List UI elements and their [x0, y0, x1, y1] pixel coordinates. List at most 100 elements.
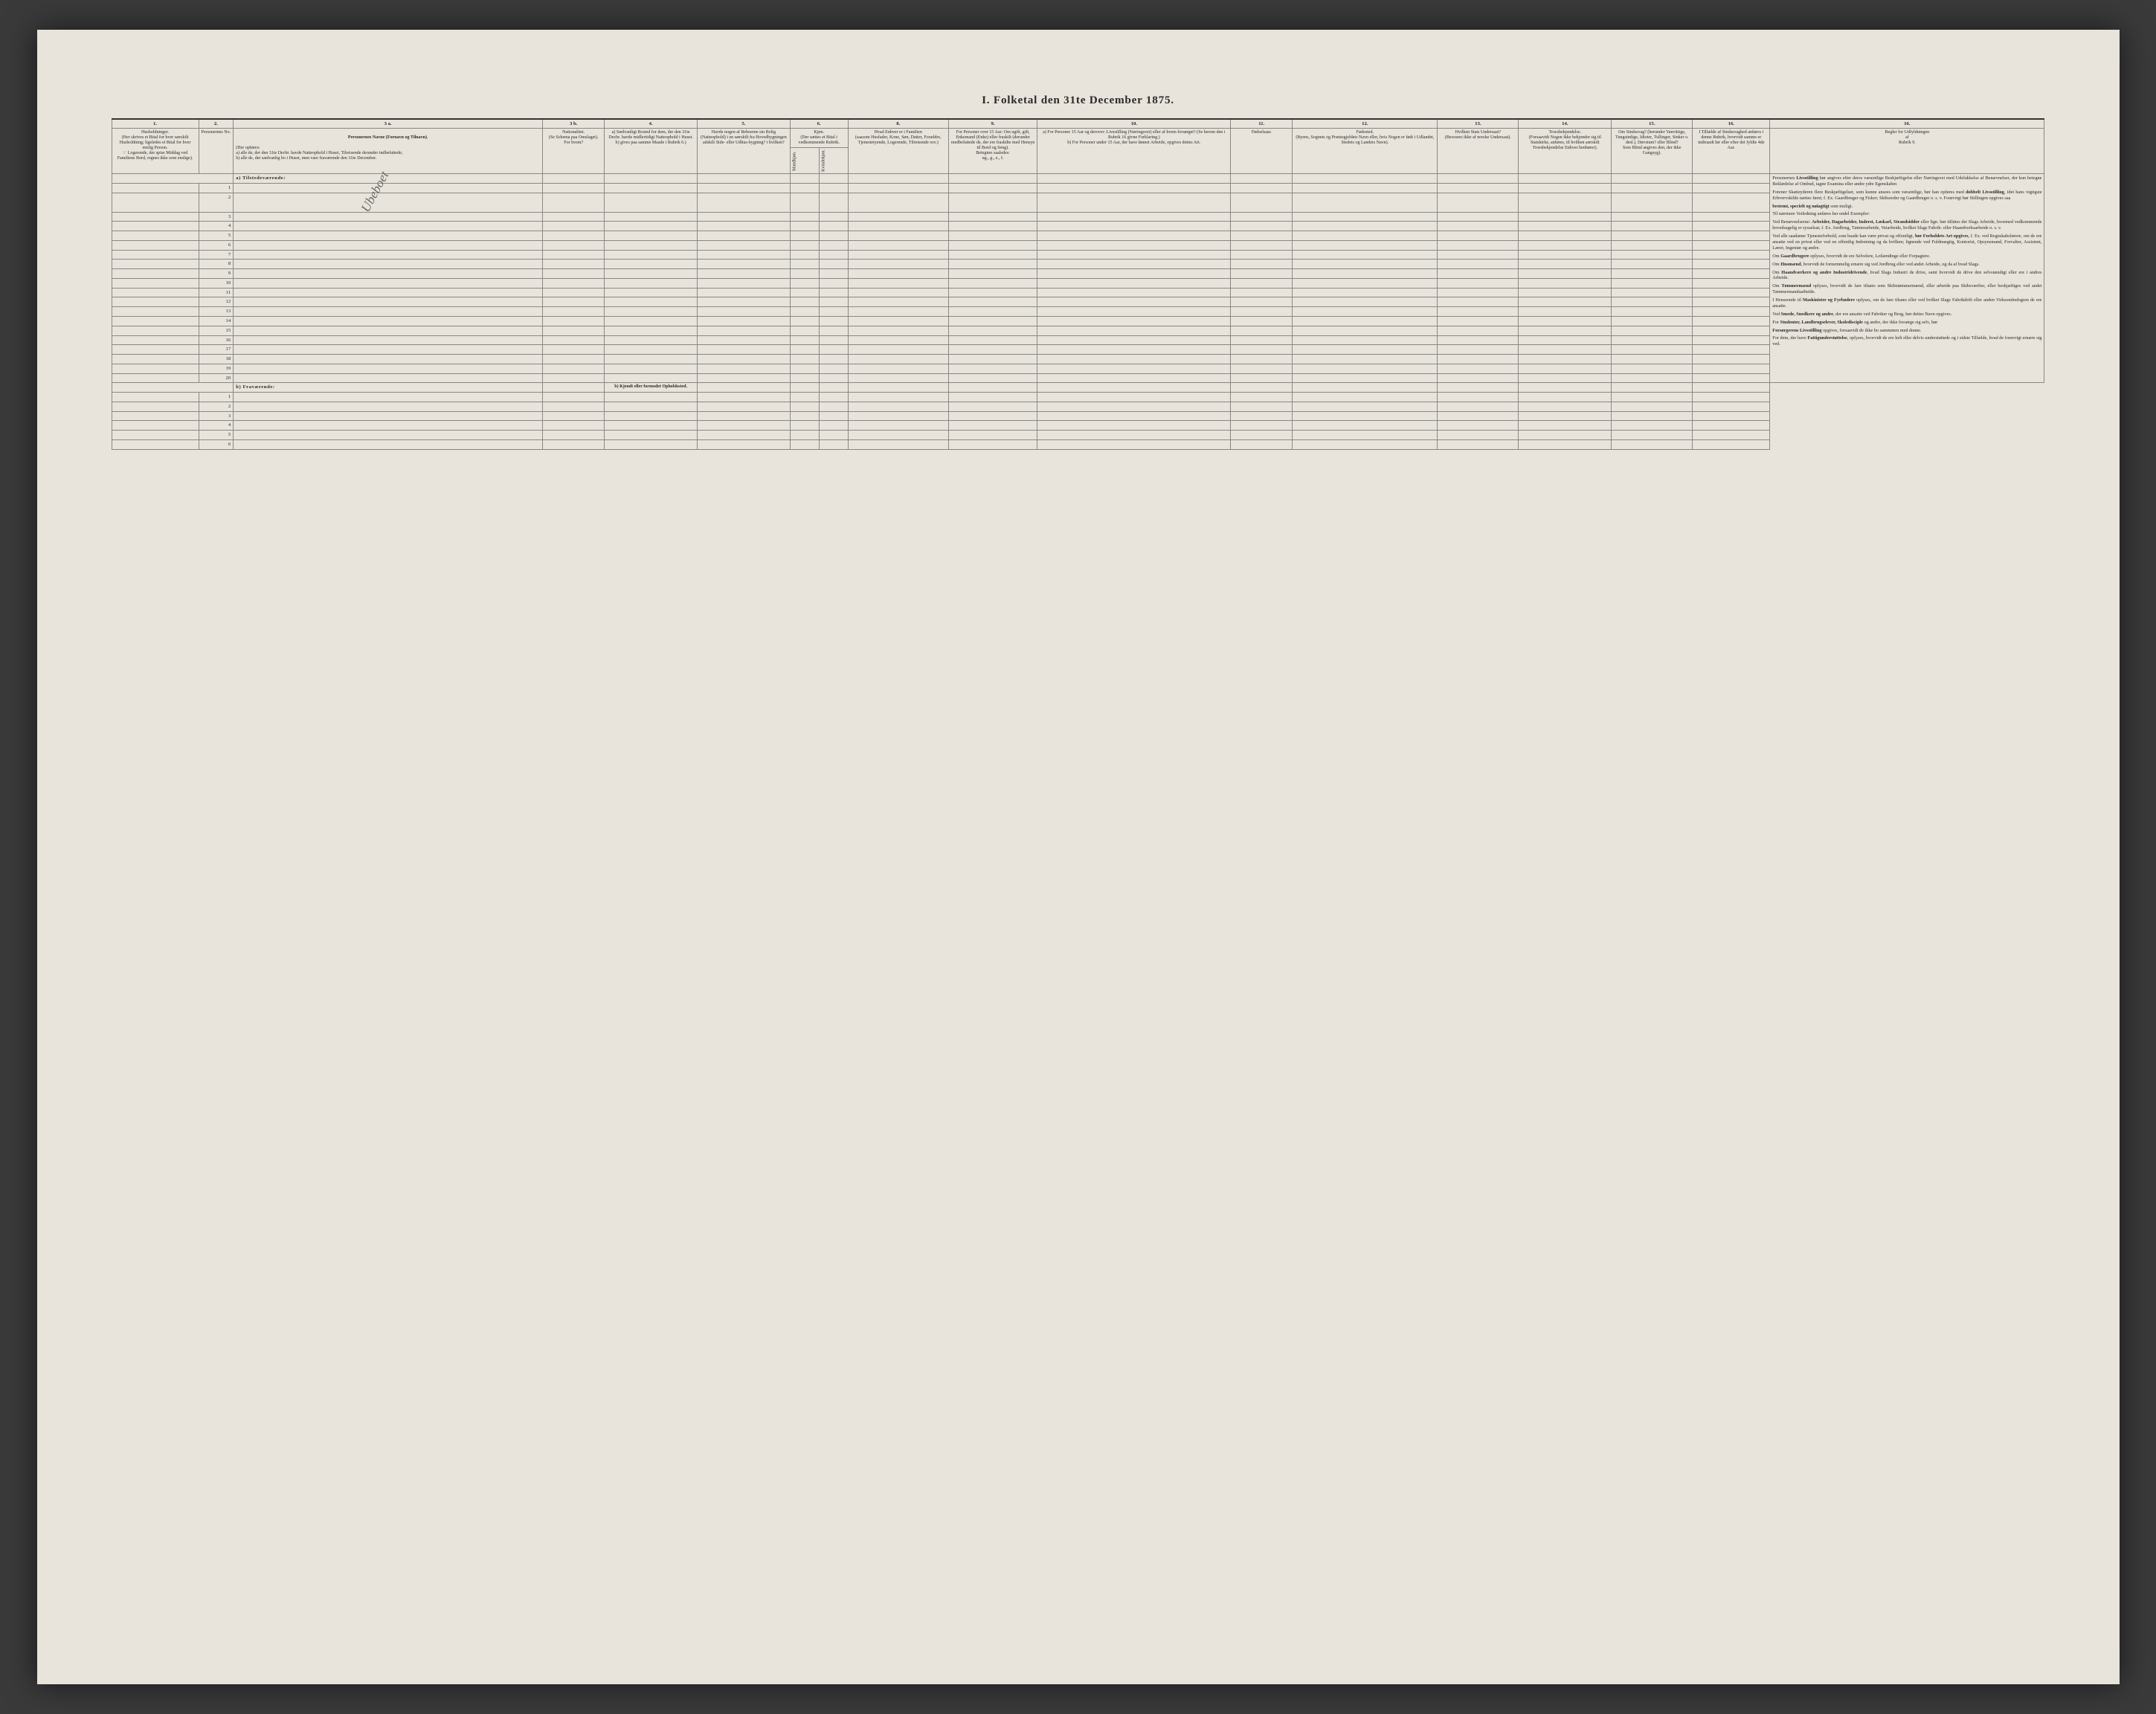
colhead-14: Om Sindssvag? (herunder Vanvittige, Tung… — [1612, 129, 1693, 174]
row-number: 1 — [199, 393, 234, 402]
table-row: 2 — [112, 402, 2044, 411]
row-number: 5 — [199, 231, 234, 241]
colhead-1: Husholdninger. (Her skrives et Bital for… — [112, 129, 199, 174]
table-row: 15 — [112, 326, 2044, 335]
rules-paragraph: Forsørgerens Livsstilling opgives, forsa… — [1772, 328, 2041, 334]
row-number: 19 — [199, 364, 234, 373]
rules-paragraph: Om Haandværkere og andre Industridrivend… — [1772, 270, 2041, 282]
table-row: 4 — [112, 222, 2044, 231]
colnum-3a: 3 a. — [234, 119, 543, 129]
rules-paragraph: I Henseende til Maskinister og Fyrbødere… — [1772, 297, 2041, 309]
colnum-10: 11. — [1231, 119, 1293, 129]
row-number: 6 — [199, 240, 234, 250]
colnum-4: 4. — [605, 119, 698, 129]
table-row: 8 — [112, 260, 2044, 269]
row-number: 11 — [199, 288, 234, 297]
row-number: 3 — [199, 212, 234, 222]
row-number: 8 — [199, 260, 234, 269]
table-row: 9 — [112, 269, 2044, 279]
row-number: 17 — [199, 345, 234, 355]
table-row: 3 — [112, 411, 2044, 421]
colhead-16: Regler for Udfyldningen af Rubrik 9. — [1770, 129, 2044, 174]
colhead-8: For Personer over 15 Aar: Om ugift, gift… — [948, 129, 1037, 174]
colnum-14: 15. — [1612, 119, 1693, 129]
table-row: 20 — [112, 373, 2044, 383]
table-row: 6 — [112, 439, 2044, 449]
table-row: 5 — [112, 231, 2044, 241]
table-row: 2Ubeboet — [112, 193, 2044, 212]
rules-paragraph: Ved alle saadanne Tjenesteforhold, som b… — [1772, 233, 2041, 251]
table-row: 3 — [112, 212, 2044, 222]
colhead-13: Troesbekjendelse. (Forsaavidt Nogen ikke… — [1519, 129, 1612, 174]
colnum-7: 8. — [848, 119, 948, 129]
row-number: 6 — [199, 439, 234, 449]
row-number: 10 — [199, 278, 234, 288]
table-row: 4 — [112, 421, 2044, 431]
colhead-3b: Nationalitet. (Se Schema paa Omslaget). … — [543, 129, 605, 174]
colnum-9: 10. — [1037, 119, 1231, 129]
census-form-page: I. Folketal den 31te December 1875. 1. 2… — [37, 30, 2120, 1684]
colnum-3b: 3 b. — [543, 119, 605, 129]
row-number: 15 — [199, 326, 234, 335]
row-number: 12 — [199, 297, 234, 307]
colhead-10: Fødselsaar. — [1231, 129, 1293, 174]
colnum-2: 2. — [199, 119, 234, 129]
table-row: 5 — [112, 431, 2044, 440]
colhead-12: Hvilken Stats Undersaat? (Besvares ikke … — [1438, 129, 1519, 174]
row-number: 2 — [199, 193, 234, 212]
colnum-12: 13. — [1438, 119, 1519, 129]
row-number: 4 — [199, 222, 234, 231]
row-number: 5 — [199, 431, 234, 440]
colnum-6: 6. — [790, 119, 848, 129]
colhead-5: Havde nogen af Beboerne sin Bolig (Natte… — [697, 129, 790, 174]
rules-paragraph: Til nærmere Veiledning anføres her endel… — [1772, 211, 2041, 217]
rules-paragraph: For Studenter, Landbrugselever, Skoledis… — [1772, 320, 2041, 326]
rules-column: Personernes Livsstilling bør angives eft… — [1770, 174, 2044, 383]
rules-paragraph: bestemt, specielt og nøiagtigt som mulig… — [1772, 204, 2041, 210]
table-row: 12 — [112, 297, 2044, 307]
rules-paragraph: Ved Smede, Snedkere og andre, der ere an… — [1772, 312, 2041, 318]
colnum-16b: 16. — [1770, 119, 2044, 129]
row-number: 14 — [199, 317, 234, 326]
table-row: 7 — [112, 250, 2044, 260]
row-number: 4 — [199, 421, 234, 431]
rules-paragraph: Personernes Livsstilling bør angives eft… — [1772, 175, 2041, 187]
row-number: 7 — [199, 250, 234, 260]
census-ledger-table: 1. 2. 3 a. 3 b. 4. 5. 6. 8. 9. 10. 11. 1… — [112, 118, 2045, 449]
row-number: 13 — [199, 307, 234, 317]
table-row: 1 — [112, 183, 2044, 193]
row-number: 16 — [199, 335, 234, 345]
row-number: 2 — [199, 402, 234, 411]
table-row: 10 — [112, 278, 2044, 288]
colnum-11: 12. — [1293, 119, 1438, 129]
row-number: 3 — [199, 411, 234, 421]
rules-paragraph: Forener Skatteyderen flere Beskjæftigels… — [1772, 190, 2041, 202]
table-row: 6 — [112, 240, 2044, 250]
table-row: 1 — [112, 393, 2044, 402]
table-row: 17 — [112, 345, 2044, 355]
section-b-altlabel: b) Kjendt eller formodet Opholdssted. — [605, 383, 698, 393]
colnum-8: 9. — [948, 119, 1037, 129]
row-number: 18 — [199, 355, 234, 364]
table-row: 16 — [112, 335, 2044, 345]
colnum-5: 5. — [697, 119, 790, 129]
rules-paragraph: Ved Benævnelserne: Arbeider, Dagarbeider… — [1772, 219, 2041, 231]
rules-paragraph: Om Tømmermænd oplyses, hvorvidt de fare … — [1772, 283, 2041, 295]
colnum-15: 16. — [1693, 119, 1770, 129]
table-row: 13 — [112, 307, 2044, 317]
table-row: 14 — [112, 317, 2044, 326]
row-number: 1 — [199, 183, 234, 193]
colhead-6b: Kvindekjøn. — [819, 148, 848, 174]
row-number: 9 — [199, 269, 234, 279]
colhead-11: Fødested. (Byens, Sognets og Præstegjeld… — [1293, 129, 1438, 174]
row-number: 20 — [199, 373, 234, 383]
colnum-1: 1. — [112, 119, 199, 129]
section-b-label: b) Fraværende: — [234, 383, 543, 393]
colhead-15: I Tilfælde af Sindssvaghed anføres i den… — [1693, 129, 1770, 174]
colhead-7: Hvad Enhver er i Familien (saasom Husfad… — [848, 129, 948, 174]
rules-paragraph: Om Gaardbrugere oplyses, hvorvidt de ere… — [1772, 254, 2041, 260]
rules-paragraph: For dem, der have Fattigunderstøttelse, … — [1772, 335, 2041, 347]
table-row: 11 — [112, 288, 2044, 297]
colhead-6a: Mandkjøn. — [790, 148, 819, 174]
colnum-13: 14. — [1519, 119, 1612, 129]
